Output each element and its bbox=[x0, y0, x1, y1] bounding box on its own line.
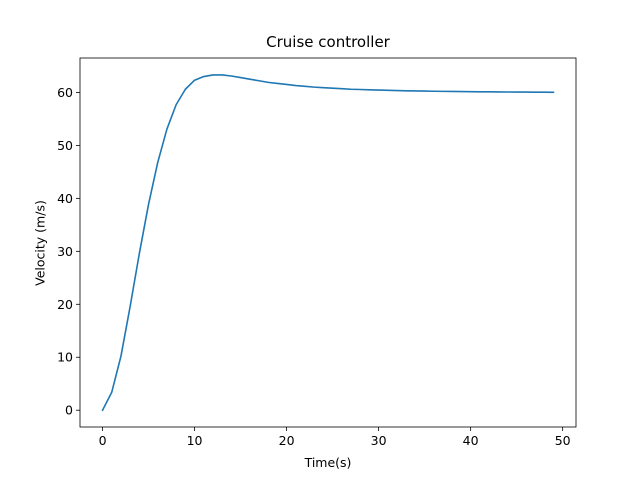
y-tick-label: 20 bbox=[57, 297, 73, 312]
x-tick-label: 0 bbox=[99, 433, 107, 448]
y-tick-label: 10 bbox=[57, 350, 73, 365]
y-tick-label: 0 bbox=[65, 403, 73, 418]
y-tick-label: 50 bbox=[57, 138, 73, 153]
axes-frame bbox=[79, 57, 577, 428]
chart-title: Cruise controller bbox=[266, 33, 390, 51]
x-tick-label: 30 bbox=[371, 433, 387, 448]
y-tick-label: 40 bbox=[57, 191, 73, 206]
x-axis-label: Time(s) bbox=[304, 455, 352, 470]
x-tick-label: 50 bbox=[555, 433, 571, 448]
y-axis-label-text: Velocity (m/s) bbox=[32, 200, 48, 286]
x-tick-label: 10 bbox=[187, 433, 203, 448]
y-tick-label: 30 bbox=[57, 244, 73, 259]
x-tick-label: 40 bbox=[463, 433, 479, 448]
y-tick-label: 60 bbox=[57, 85, 73, 100]
x-tick-label: 20 bbox=[279, 433, 295, 448]
series-line-0 bbox=[101, 74, 555, 412]
